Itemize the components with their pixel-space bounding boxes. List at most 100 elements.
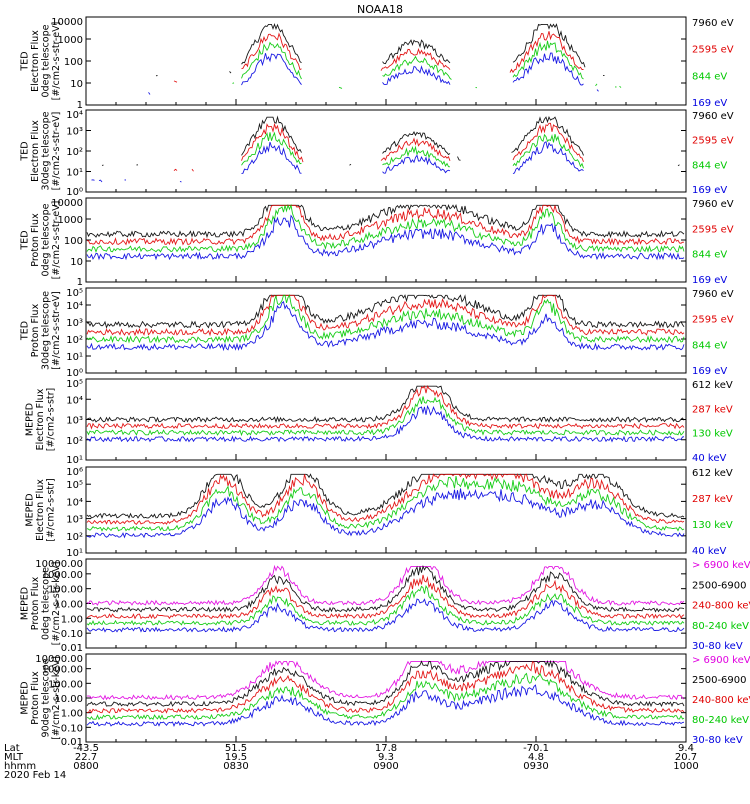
y-tick-label: 10⁴ bbox=[66, 395, 83, 406]
y-tick-label: 10 bbox=[70, 257, 83, 268]
y-tick-label: 10⁵ bbox=[66, 288, 83, 299]
panel-6: 10⁶ 10⁵ 10⁴ 10³ 10² 10¹ MEPEDElectron Flux[#/c… bbox=[25, 466, 733, 559]
footer-hhmm-value: 0930 bbox=[523, 761, 548, 772]
y-tick-label: 10¹ bbox=[66, 548, 83, 559]
legend-entry: 40 keV bbox=[692, 546, 726, 557]
legend-entry: 30-80 keV bbox=[692, 641, 743, 652]
footer-hhmm-value: 1000 bbox=[673, 761, 698, 772]
trace-3 bbox=[86, 574, 685, 620]
y-tick-label: 0.10 bbox=[61, 723, 83, 734]
y-tick-label: 100 bbox=[64, 57, 83, 68]
y-tick-label: 1.00 bbox=[61, 709, 83, 720]
footer-lat-value: 9.4 bbox=[678, 743, 694, 754]
footer-mlt-value: 22.7 bbox=[75, 752, 97, 763]
legend-entry: 169 eV bbox=[692, 185, 727, 196]
y-tick-label: 10² bbox=[66, 335, 83, 346]
legend-entry: > 6900 keV bbox=[692, 560, 750, 571]
y-tick-label: 10³ bbox=[66, 515, 83, 526]
panel-traces bbox=[149, 24, 685, 94]
legend-entry: 2595 eV bbox=[692, 224, 734, 235]
y-tick-label: 10⁰ bbox=[66, 368, 83, 379]
y-axis-label: TEDProton Flux30deg telescope[#/cm2-s-st… bbox=[19, 291, 62, 370]
legend-entry: 80-240 keV bbox=[692, 621, 749, 632]
legend-entry: 2595 eV bbox=[692, 45, 734, 56]
legend-entry: 612 keV bbox=[692, 380, 733, 391]
legend-entry: 287 keV bbox=[692, 494, 733, 505]
y-tick-label: 0.01 bbox=[61, 643, 83, 654]
trace-1 bbox=[86, 473, 685, 519]
date-label: 2020 Feb 14 bbox=[4, 770, 66, 781]
trace-3 bbox=[86, 396, 685, 437]
trace-1 bbox=[102, 117, 683, 166]
footer-mlt-value: 20.7 bbox=[675, 752, 697, 763]
trace-4 bbox=[86, 404, 685, 443]
y-tick-label: 1000.00 bbox=[42, 665, 83, 676]
y-tick-label: 1000.00 bbox=[42, 570, 83, 581]
y-tick-label: 1 bbox=[77, 277, 83, 288]
trace-2 bbox=[174, 31, 675, 82]
chart-title: NOAA18 bbox=[357, 3, 403, 16]
y-tick-label: 10.00 bbox=[54, 600, 83, 611]
panel-traces bbox=[86, 564, 685, 633]
trace-2 bbox=[174, 123, 672, 171]
legend-entry: 130 keV bbox=[692, 520, 733, 531]
trace-2 bbox=[86, 659, 685, 708]
y-tick-label: 10³ bbox=[66, 416, 83, 427]
y-tick-label: 10000.00 bbox=[35, 559, 83, 570]
y-tick-label: 10000.00 bbox=[35, 654, 83, 665]
trace-1 bbox=[86, 385, 685, 424]
y-tick-label: 10.00 bbox=[54, 694, 83, 705]
panel-5: 10⁵ 10⁴ 10³ 10² 10¹ MEPEDElectron Flux[#/cm2-… bbox=[25, 378, 733, 466]
trace-4 bbox=[86, 585, 685, 626]
footer-mlt-value: 4.8 bbox=[528, 752, 544, 763]
trace-4 bbox=[92, 142, 670, 182]
y-axis-label: MEPEDElectron Flux[#/cm2-s-str] bbox=[25, 388, 57, 451]
legend-entry: 169 eV bbox=[692, 366, 727, 377]
footer-hhmm-value: 0900 bbox=[373, 761, 398, 772]
y-tick-label: 10⁰ bbox=[66, 187, 83, 198]
legend-entry: 30-80 keV bbox=[692, 735, 743, 746]
legend-entry: 612 keV bbox=[692, 468, 733, 479]
y-tick-label: 10⁶ bbox=[66, 467, 83, 478]
y-tick-label: 1 bbox=[77, 100, 83, 111]
y-tick-label: 10⁵ bbox=[66, 480, 83, 491]
trace-3 bbox=[86, 203, 685, 253]
legend-entry: 2500-6900 bbox=[692, 675, 747, 686]
trace-1 bbox=[86, 564, 685, 606]
y-tick-label: 1.00 bbox=[61, 614, 83, 625]
panels-layer: 10000 1000 100 10 1 TEDElectron Flux0deg tele… bbox=[19, 16, 750, 748]
legend-entry: 7960 eV bbox=[692, 18, 734, 29]
legend-entry: 7960 eV bbox=[692, 111, 734, 122]
legend-entry: 844 eV bbox=[692, 160, 727, 171]
footer-row-label: hhmm bbox=[4, 761, 36, 772]
legend-entry: 240-800 keV bbox=[692, 695, 750, 706]
legend-entry: 80-240 keV bbox=[692, 715, 749, 726]
trace-3 bbox=[242, 132, 667, 177]
trace-2 bbox=[86, 565, 685, 613]
footer-lat-value: -43.5 bbox=[73, 743, 99, 754]
legend-entry: 169 eV bbox=[692, 275, 727, 286]
y-tick-label: 10¹ bbox=[66, 168, 83, 179]
trace-4 bbox=[149, 53, 685, 94]
legend-entry: 844 eV bbox=[692, 340, 727, 351]
trace-1 bbox=[156, 24, 665, 76]
trace-5 bbox=[86, 598, 685, 633]
y-axis-label: TEDElectron Flux0deg telescope[#/cm2-s-s… bbox=[19, 22, 62, 101]
footer-hhmm-value: 0800 bbox=[73, 761, 98, 772]
trace-3 bbox=[86, 294, 685, 344]
trace-3 bbox=[233, 41, 682, 89]
panel-1: 10000 1000 100 10 1 TEDElectron Flux0deg tele… bbox=[19, 16, 734, 111]
trace-1 bbox=[87, 294, 685, 329]
trace-2 bbox=[86, 473, 685, 525]
trace-3 bbox=[86, 476, 685, 532]
trace-2 bbox=[86, 385, 685, 430]
y-tick-label: 10000 bbox=[51, 198, 83, 209]
legend-entry: 2595 eV bbox=[692, 315, 734, 326]
y-tick-label: 100.00 bbox=[48, 585, 83, 596]
legend-entry: 130 keV bbox=[692, 429, 733, 440]
y-tick-label: 10¹ bbox=[66, 352, 83, 363]
legend-entry: 844 eV bbox=[692, 250, 727, 261]
